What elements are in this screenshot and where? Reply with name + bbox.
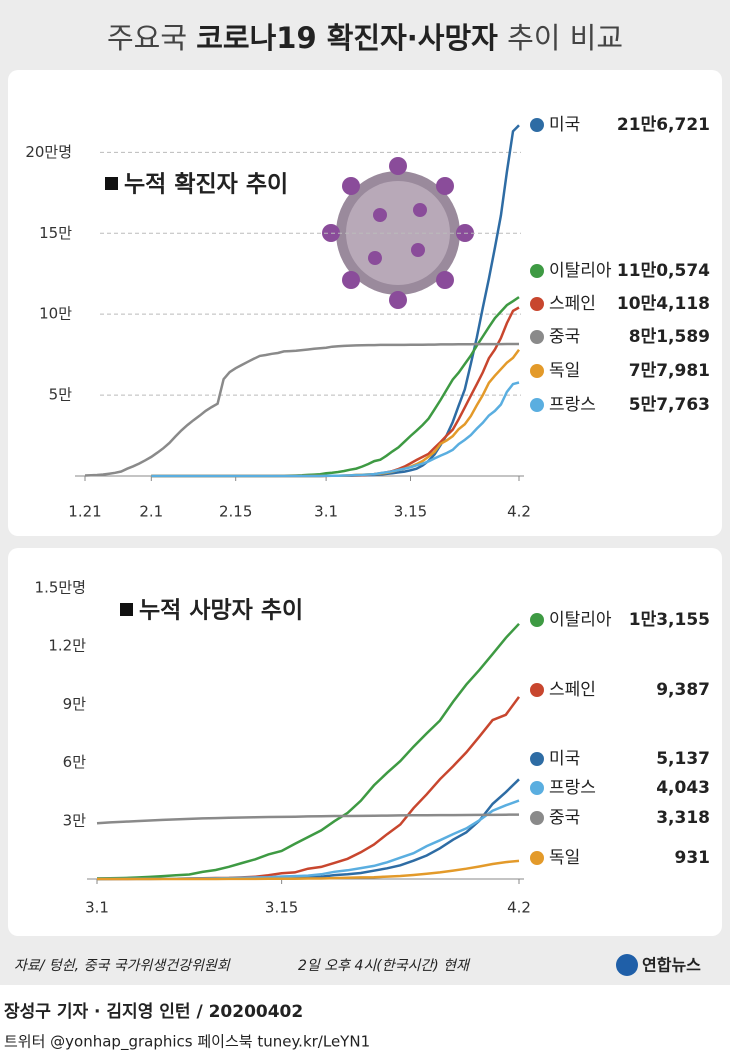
y-tick-label: 1.2만 (48, 637, 86, 655)
legend-label: 중국 (549, 327, 580, 347)
legend-marker (530, 398, 544, 412)
title-part: 주요국 (107, 21, 187, 55)
legend-value: 11만0,574 (617, 261, 710, 281)
legend-marker (530, 264, 544, 278)
series-line (151, 381, 520, 478)
panel (8, 70, 722, 536)
legend-label: 프랑스 (549, 395, 596, 415)
x-tick-label: 3.15 (394, 503, 427, 521)
y-tick-label: 6만 (63, 753, 87, 771)
title-part: 코로나19 확진자·사망자 (196, 21, 498, 55)
legend-label: 스페인 (549, 294, 596, 314)
chart-subtitle: 누적 확진자 추이 (124, 172, 288, 198)
x-tick-label: 3.1 (314, 503, 338, 521)
legend-marker (530, 613, 544, 627)
x-tick-label: 1.21 (68, 503, 101, 521)
legend-label: 이탈리아 (549, 261, 612, 281)
legend-value: 10만4,118 (617, 294, 710, 314)
legend-label: 프랑스 (549, 778, 596, 798)
credit-area (0, 985, 730, 1058)
legend-label: 중국 (549, 808, 580, 828)
legend-marker (530, 683, 544, 697)
x-tick-label: 2.15 (219, 503, 252, 521)
legend-value: 3,318 (656, 808, 710, 828)
series-line (96, 622, 520, 880)
legend-value: 7만7,981 (629, 361, 710, 381)
legend-value: 1만3,155 (629, 610, 710, 630)
legend-label: 이탈리아 (549, 610, 612, 630)
x-tick-label: 4.2 (507, 503, 531, 521)
subtitle-marker (105, 177, 118, 190)
legend-value: 5,137 (656, 749, 710, 769)
legend-marker (530, 364, 544, 378)
legend-marker (530, 851, 544, 865)
series-line (84, 342, 519, 477)
series-line (97, 859, 520, 881)
legend-marker (530, 752, 544, 766)
legend-label: 스페인 (549, 680, 596, 700)
y-tick-label: 3만 (63, 811, 87, 829)
legend-label: 독일 (549, 361, 580, 381)
legend-label: 독일 (549, 848, 580, 868)
credit: 장성구 기자 · 김지영 인턴 / 20200402 (4, 1002, 303, 1022)
y-tick-label: 15만 (39, 224, 72, 242)
x-tick-label: 3.1 (85, 899, 109, 917)
subtitle-marker (120, 603, 133, 616)
y-tick-label: 9만 (63, 695, 87, 713)
y-tick-label: 5만 (49, 386, 73, 404)
legend-marker (530, 297, 544, 311)
legend-label: 미국 (549, 115, 580, 135)
source: 자료/ 텅쉰, 중국 국가위생건강위원회 (14, 958, 231, 974)
series-line (96, 813, 520, 825)
y-tick-label: 20만명 (25, 143, 72, 161)
timestamp: 2일 오후 4시(한국시간) 현재 (298, 958, 471, 974)
x-tick-label: 4.2 (507, 899, 531, 917)
x-tick-label: 2.1 (139, 503, 163, 521)
legend-value: 8만1,589 (629, 327, 710, 347)
legend-value: 21만6,721 (617, 115, 710, 135)
chart-subtitle: 누적 사망자 추이 (139, 598, 303, 624)
title-part: 추이 비교 (507, 21, 623, 55)
legend-value: 5만7,763 (629, 395, 710, 415)
legend-marker (530, 781, 544, 795)
y-tick-label: 1.5만명 (35, 579, 86, 597)
legend-value: 4,043 (656, 778, 710, 798)
logo: 연합뉴스 (642, 956, 701, 975)
legend-marker (530, 811, 544, 825)
page-title: 주요국 코로나19 확진자·사망자 추이 비교 (107, 21, 623, 55)
sns: 트위터 @yonhap_graphics 페이스북 tuney.kr/LeYN1 (4, 1033, 370, 1052)
x-tick-label: 3.15 (265, 899, 298, 917)
legend-value: 9,387 (656, 680, 710, 700)
legend-label: 미국 (549, 749, 580, 769)
y-tick-label: 10만 (39, 305, 72, 323)
panel (8, 548, 722, 936)
logo-mark (616, 954, 638, 976)
legend-value: 931 (675, 848, 711, 868)
legend-marker (530, 330, 544, 344)
legend-marker (530, 118, 544, 132)
